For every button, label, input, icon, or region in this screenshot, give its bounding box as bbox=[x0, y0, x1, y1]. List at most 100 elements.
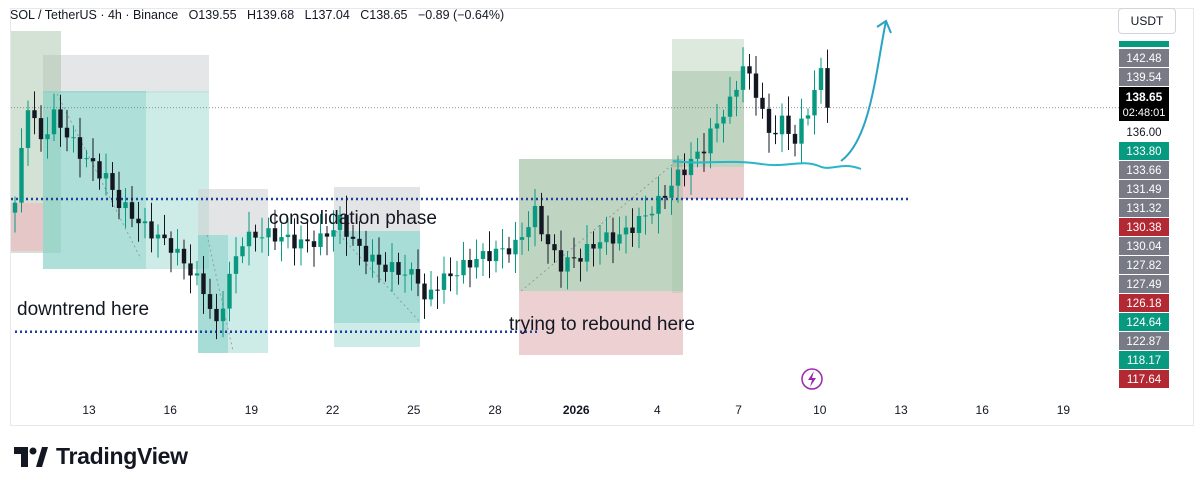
candle-body bbox=[753, 73, 759, 98]
price-label: 122.87 bbox=[1126, 336, 1161, 348]
candle-body bbox=[740, 66, 746, 90]
x-tick-label: 7 bbox=[735, 403, 742, 417]
annotation-downtrend: downtrend here bbox=[17, 299, 149, 320]
candle-body bbox=[363, 245, 369, 262]
candle-body bbox=[571, 257, 577, 259]
candle-body bbox=[565, 257, 570, 272]
candle-body bbox=[474, 258, 479, 268]
candle-body bbox=[266, 228, 271, 238]
candle-body bbox=[142, 221, 148, 224]
candle-body bbox=[727, 96, 733, 117]
price-label: 130.04 bbox=[1126, 241, 1162, 253]
high-value: H139.68 bbox=[246, 8, 295, 22]
candle-body bbox=[805, 115, 811, 119]
candle-body bbox=[201, 273, 206, 295]
candle-body bbox=[376, 254, 382, 265]
candle-body bbox=[467, 259, 473, 268]
price-label: 136.00 bbox=[1126, 127, 1161, 139]
candle-body bbox=[422, 283, 427, 300]
candle-body bbox=[318, 233, 323, 247]
price-label-box bbox=[1119, 180, 1169, 198]
candle-body bbox=[227, 273, 232, 309]
box-green-5 bbox=[672, 71, 744, 167]
candle-body bbox=[370, 254, 375, 262]
box-gray-top-2 bbox=[198, 189, 268, 235]
candle-body bbox=[51, 109, 57, 135]
box-teal-2b bbox=[228, 235, 268, 353]
candle-body bbox=[669, 185, 674, 198]
candle-body bbox=[701, 151, 707, 154]
candle-body bbox=[649, 213, 655, 216]
candle-body bbox=[337, 214, 343, 231]
price-label-box bbox=[1119, 68, 1169, 86]
x-tick-label: 10 bbox=[813, 403, 827, 417]
chart-frame[interactable]: downtrend here consolidation phase tryin… bbox=[10, 8, 1194, 426]
price-label-box bbox=[1119, 161, 1169, 179]
candle-body bbox=[188, 263, 193, 276]
candle-body bbox=[461, 259, 466, 276]
box-green-strip bbox=[672, 159, 683, 293]
candle-body bbox=[610, 232, 616, 244]
candle-body bbox=[539, 205, 544, 235]
candle-body bbox=[435, 289, 440, 291]
candle-body bbox=[825, 68, 830, 108]
x-tick-label: 28 bbox=[488, 403, 502, 417]
candle-body bbox=[636, 216, 642, 234]
candle-body bbox=[116, 189, 122, 209]
candle-body bbox=[240, 246, 245, 257]
candle-body bbox=[714, 123, 720, 129]
candle-body bbox=[402, 274, 408, 276]
candle-body bbox=[357, 238, 362, 246]
candle-body bbox=[194, 273, 200, 276]
candle-body bbox=[415, 269, 421, 284]
candle-body bbox=[786, 115, 791, 134]
candle-body bbox=[233, 256, 239, 274]
candle-body bbox=[428, 289, 434, 300]
candle-body bbox=[799, 118, 804, 144]
candle-body bbox=[71, 137, 76, 139]
symbol-name[interactable]: SOL / TetherUS · 4h · Binance bbox=[10, 8, 179, 22]
candle-body bbox=[175, 248, 180, 253]
candle-body bbox=[58, 109, 63, 128]
currency-button[interactable]: USDT bbox=[1118, 8, 1176, 34]
candle-body bbox=[136, 218, 141, 224]
price-label: 126.18 bbox=[1126, 298, 1161, 310]
candle-body bbox=[597, 242, 603, 249]
lightning-icon[interactable] bbox=[801, 368, 823, 390]
candle-body bbox=[12, 202, 18, 213]
candle-body bbox=[389, 262, 395, 272]
guide-line-4 bbox=[520, 158, 680, 292]
candle-body bbox=[500, 248, 505, 250]
x-tick-label: 19 bbox=[245, 403, 259, 417]
candle-body bbox=[97, 161, 102, 179]
price-label-box bbox=[1119, 294, 1169, 312]
candle-body bbox=[272, 228, 278, 242]
symbol-header: SOL / TetherUS · 4h · Binance O139.55 H1… bbox=[10, 8, 504, 22]
box-teal-3 bbox=[334, 231, 420, 323]
candle-body bbox=[19, 147, 24, 203]
candle-body bbox=[64, 127, 70, 138]
x-tick-label: 25 bbox=[407, 403, 421, 417]
candle-body bbox=[162, 234, 167, 239]
candle-body bbox=[812, 89, 817, 116]
candle-body bbox=[532, 205, 538, 228]
price-label-box bbox=[1119, 332, 1169, 350]
last-price-box bbox=[1119, 87, 1169, 121]
candle-body bbox=[409, 269, 414, 275]
candle-body bbox=[792, 133, 798, 144]
price-label: 118.17 bbox=[1127, 355, 1161, 367]
candle-body bbox=[578, 258, 583, 262]
candle-body bbox=[285, 234, 291, 238]
box-red-4 bbox=[519, 291, 683, 355]
x-tick-label: 16 bbox=[976, 403, 990, 417]
candle-body bbox=[760, 97, 765, 109]
candle-body bbox=[259, 237, 265, 239]
candle-body bbox=[480, 251, 486, 259]
tradingview-logo[interactable]: TradingView bbox=[14, 443, 188, 470]
candle-body bbox=[298, 239, 304, 249]
candle-body bbox=[292, 234, 297, 249]
candle-body bbox=[214, 308, 219, 322]
brand-name: TradingView bbox=[56, 443, 188, 469]
x-tick-label: 13 bbox=[82, 403, 96, 417]
price-chart[interactable]: downtrend here consolidation phase tryin… bbox=[11, 9, 1193, 425]
